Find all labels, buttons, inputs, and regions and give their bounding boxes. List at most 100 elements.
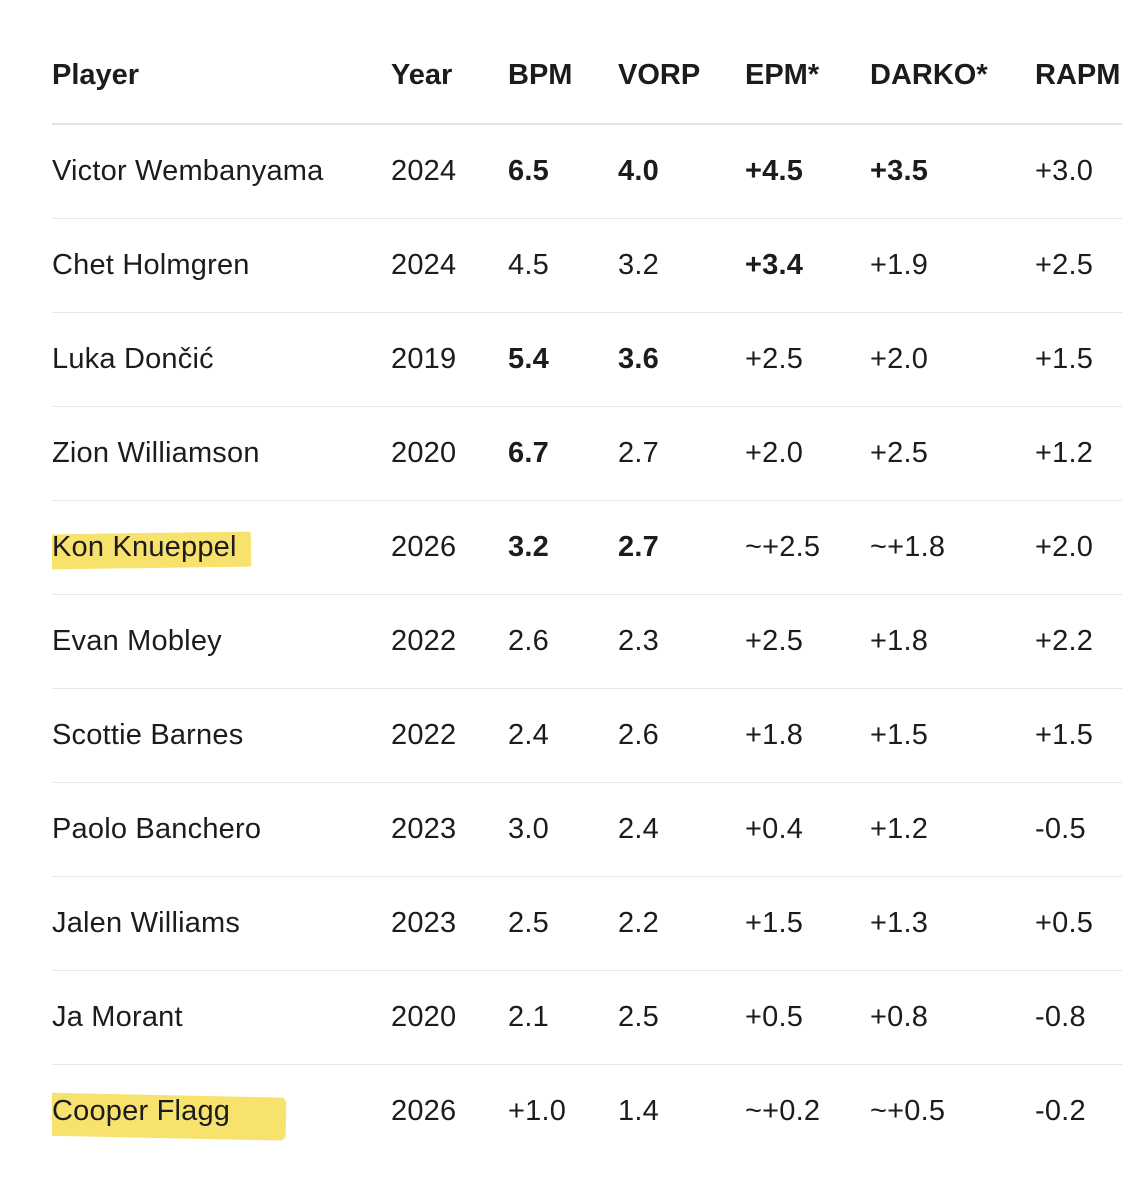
- cell-epm: +2.0: [745, 406, 870, 501]
- cell-darko: +1.3: [870, 876, 1035, 971]
- cell-bpm: 3.0: [508, 782, 618, 877]
- cell-darko: +1.2: [870, 782, 1035, 877]
- cell-vorp: 3.2: [618, 218, 745, 313]
- cell-darko: +2.5: [870, 406, 1035, 501]
- cell-player: Victor Wembanyama: [52, 124, 391, 219]
- cell-bpm: 3.2: [508, 500, 618, 595]
- table-row: Luka Dončić 2019 5.4 3.6 +2.5 +2.0 +1.5: [52, 312, 1122, 407]
- cell-vorp: 2.7: [618, 406, 745, 501]
- cell-bpm: 2.6: [508, 594, 618, 689]
- cell-darko: ~+1.8: [870, 500, 1035, 595]
- header-vorp: VORP: [618, 28, 745, 125]
- player-name-wrap: Kon Knueppel: [52, 531, 251, 570]
- header-player: Player: [52, 28, 391, 125]
- cell-player: Luka Dončić: [52, 312, 391, 407]
- cell-year: 2022: [391, 594, 508, 689]
- player-stats-table: Player Year BPM VORP EPM* DARKO* RAPM Vi…: [52, 28, 1122, 1158]
- player-name-wrap: Luka Dončić: [52, 343, 214, 376]
- cell-epm: +3.4: [745, 218, 870, 313]
- cell-year: 2022: [391, 688, 508, 783]
- cell-bpm: 6.7: [508, 406, 618, 501]
- player-name: Ja Morant: [52, 1001, 183, 1033]
- player-name: Jalen Williams: [52, 907, 241, 939]
- cell-player: Kon Knueppel: [52, 500, 391, 595]
- cell-epm: +1.8: [745, 688, 870, 783]
- player-name: Chet Holmgren: [52, 249, 250, 281]
- cell-rapm: +1.2: [1035, 406, 1122, 501]
- cell-rapm: +2.2: [1035, 594, 1122, 689]
- cell-rapm: +3.0: [1035, 124, 1122, 219]
- cell-year: 2026: [391, 500, 508, 595]
- cell-rapm: +0.5: [1035, 876, 1122, 971]
- cell-darko: +1.9: [870, 218, 1035, 313]
- cell-bpm: 4.5: [508, 218, 618, 313]
- player-name-wrap: Zion Williamson: [52, 437, 260, 470]
- cell-bpm: 2.4: [508, 688, 618, 783]
- cell-rapm: -0.5: [1035, 782, 1122, 877]
- cell-darko: +0.8: [870, 970, 1035, 1065]
- cell-player: Zion Williamson: [52, 406, 391, 501]
- header-rapm: RAPM: [1035, 28, 1122, 125]
- player-name-wrap: Paolo Banchero: [52, 813, 261, 846]
- cell-darko: ~+0.5: [870, 1095, 946, 1127]
- cell-darko: +2.0: [870, 312, 1035, 407]
- cell-player: Evan Mobley: [52, 594, 391, 689]
- cell-year: 2024: [391, 124, 508, 219]
- cell-player: Ja Morant: [52, 970, 391, 1065]
- player-name: Evan Mobley: [52, 625, 222, 657]
- player-name: Luka Dončić: [52, 343, 214, 375]
- player-name-wrap: Ja Morant: [52, 1001, 183, 1034]
- player-name-wrap: Cooper Flagg: [52, 1092, 287, 1141]
- cell-epm: +2.5: [745, 594, 870, 689]
- header-darko: DARKO*: [870, 28, 1035, 125]
- table-header-row: Player Year BPM VORP EPM* DARKO* RAPM: [52, 28, 1122, 125]
- cell-vorp: 2.4: [618, 782, 745, 877]
- cell-epm: +2.5: [745, 312, 870, 407]
- player-name-wrap: Chet Holmgren: [52, 249, 250, 282]
- cell-epm: +4.5: [745, 124, 870, 219]
- cell-epm: +1.5: [745, 876, 870, 971]
- cell-bpm: 5.4: [508, 312, 618, 407]
- cell-year: 2019: [391, 312, 508, 407]
- cell-epm: ~+0.2: [745, 1095, 821, 1127]
- cell-bpm: 2.5: [508, 876, 618, 971]
- cell-player: Scottie Barnes: [52, 688, 391, 783]
- player-name-wrap: Victor Wembanyama: [52, 155, 324, 188]
- table-row: Paolo Banchero 2023 3.0 2.4 +0.4 +1.2 -0.5: [52, 782, 1122, 877]
- cell-rapm: +2.5: [1035, 218, 1122, 313]
- cell-player: Jalen Williams: [52, 876, 391, 971]
- cell-vorp: 2.2: [618, 876, 745, 971]
- cell-vorp: 2.3: [618, 594, 745, 689]
- table-row: Scottie Barnes 2022 2.4 2.6 +1.8 +1.5 +1.5: [52, 688, 1122, 783]
- cell-player: Paolo Banchero: [52, 782, 391, 877]
- cell-vorp: 4.0: [618, 124, 745, 219]
- cell-year: 2023: [391, 782, 508, 877]
- cell-darko: +3.5: [870, 124, 1035, 219]
- table-row: Zion Williamson 2020 6.7 2.7 +2.0 +2.5 +1.2: [52, 406, 1122, 501]
- cell-year: 2023: [391, 876, 508, 971]
- player-name: Cooper Flagg: [52, 1095, 231, 1127]
- cell-rapm: +2.0: [1035, 500, 1122, 595]
- table-row: Cooper Flagg 2026 +1.0 1.4 ~+0.2 ~+0.5 -0.2: [52, 1065, 1122, 1159]
- cell-year: 2024: [391, 218, 508, 313]
- cell-bpm: 2.1: [508, 970, 618, 1065]
- cell-darko: +1.8: [870, 594, 1035, 689]
- cell-vorp: 2.6: [618, 688, 745, 783]
- header-epm: EPM*: [745, 28, 870, 125]
- table-row: Evan Mobley 2022 2.6 2.3 +2.5 +1.8 +2.2: [52, 594, 1122, 689]
- table-row: Ja Morant 2020 2.1 2.5 +0.5 +0.8 -0.8: [52, 970, 1122, 1065]
- cell-vorp: 2.5: [618, 970, 745, 1065]
- player-name-wrap: Jalen Williams: [52, 907, 240, 940]
- table-row: Victor Wembanyama 2024 6.5 4.0 +4.5 +3.5 +3.0: [52, 124, 1122, 219]
- cell-rapm: +1.5: [1035, 312, 1122, 407]
- cell-rapm: +1.5: [1035, 688, 1122, 783]
- player-name: Victor Wembanyama: [52, 155, 324, 187]
- stats-table-container: Player Year BPM VORP EPM* DARKO* RAPM Vi…: [52, 28, 1122, 1158]
- cell-year: 2020: [391, 970, 508, 1065]
- header-bpm: BPM: [508, 28, 618, 125]
- cell-epm: ~+2.5: [745, 500, 870, 595]
- table-body: Victor Wembanyama 2024 6.5 4.0 +4.5 +3.5 +3.0 C…: [52, 124, 1122, 1158]
- player-name-wrap: Evan Mobley: [52, 625, 222, 658]
- cell-player: Cooper Flagg: [52, 1065, 391, 1159]
- cell-vorp: 1.4: [618, 1095, 659, 1127]
